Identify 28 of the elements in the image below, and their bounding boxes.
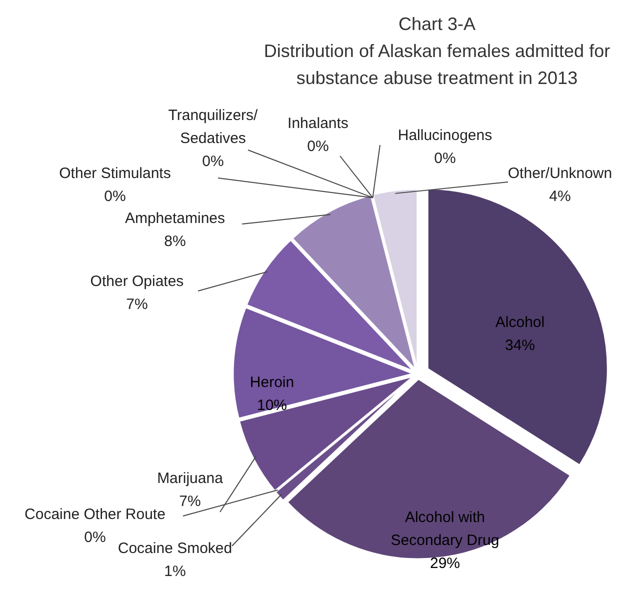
text: 0% (202, 153, 224, 170)
data-label: 10% (256, 397, 288, 414)
slice-label: Other Opiates (90, 273, 184, 290)
data-label: 7% (179, 493, 201, 510)
slice-label: Other/Unknown (508, 165, 612, 182)
text: 0% (104, 188, 126, 205)
category-label: Inhalants (288, 115, 348, 132)
data-label: 8% (164, 233, 186, 250)
category-label: Tranquilizers/ Sedatives (168, 107, 258, 147)
text: 0% (84, 529, 106, 546)
category-label: Hallucinogens (398, 127, 492, 144)
slice-label: Alcohol (495, 314, 545, 331)
slice-label: Amphetamines (124, 210, 226, 227)
chart-subtitle: Distribution of Alaskan females admitted for substance abuse treatment in 2013 (264, 41, 610, 88)
slice-label: Alcohol with Secondary Drug (390, 509, 500, 549)
slice-label: Cocaine Smoked (118, 540, 232, 557)
text: 0% (434, 150, 456, 167)
slice-label: Heroin (250, 374, 294, 391)
data-label: 1% (164, 563, 186, 580)
data-label: 29% (430, 555, 460, 572)
data-label: 34% (504, 337, 536, 354)
text: 0% (307, 138, 329, 155)
slice-label: Marijuana (157, 470, 224, 487)
data-label: 4% (549, 188, 571, 205)
chart-title: Chart 3-A (398, 14, 476, 34)
category-label: Cocaine Other Route (24, 506, 166, 523)
data-label: 7% (126, 296, 148, 313)
category-label: Other Stimulants (59, 165, 171, 182)
